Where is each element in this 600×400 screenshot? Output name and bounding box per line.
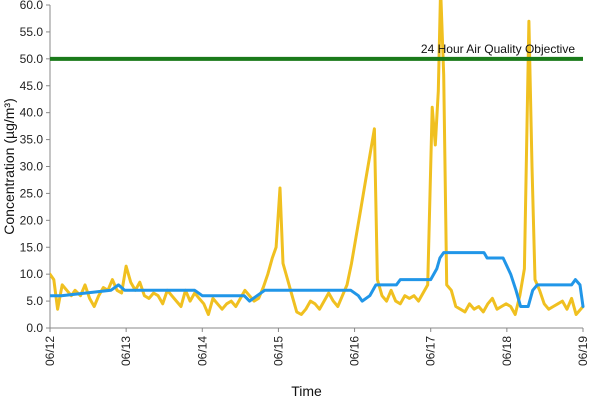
y-tick-label: 55.0 [20, 25, 44, 39]
x-tick-label: 06/13 [119, 336, 133, 366]
x-tick-label: 06/17 [424, 336, 438, 366]
x-tick-label: 06/14 [195, 336, 209, 366]
y-tick-label: 10.0 [20, 267, 44, 281]
y-axis-title: Concentration (µg/m³) [1, 98, 17, 234]
x-axis-title: Time [291, 383, 322, 399]
x-tick-label: 06/15 [271, 336, 285, 366]
y-tick-label: 45.0 [20, 79, 44, 93]
series-line-2 [50, 251, 585, 308]
y-tick-label: 15.0 [20, 240, 44, 254]
y-tick-label: 30.0 [20, 160, 44, 174]
y-tick-label: 5.0 [26, 294, 43, 308]
series-line-1 [50, 0, 585, 316]
y-tick-label: 0.0 [26, 321, 43, 335]
objective-label: 24 Hour Air Quality Objective [421, 42, 575, 56]
x-tick-label: 06/16 [348, 336, 362, 366]
y-tick-label: 20.0 [20, 213, 44, 227]
x-tick-label: 06/19 [576, 336, 590, 366]
y-tick-label: 35.0 [20, 133, 44, 147]
y-tick-label: 60.0 [20, 0, 44, 12]
y-tick-label: 25.0 [20, 186, 44, 200]
y-tick-label: 50.0 [20, 52, 44, 66]
x-tick-label: 06/12 [43, 336, 57, 366]
y-tick-label: 40.0 [20, 106, 44, 120]
x-tick-label: 06/18 [500, 336, 514, 366]
